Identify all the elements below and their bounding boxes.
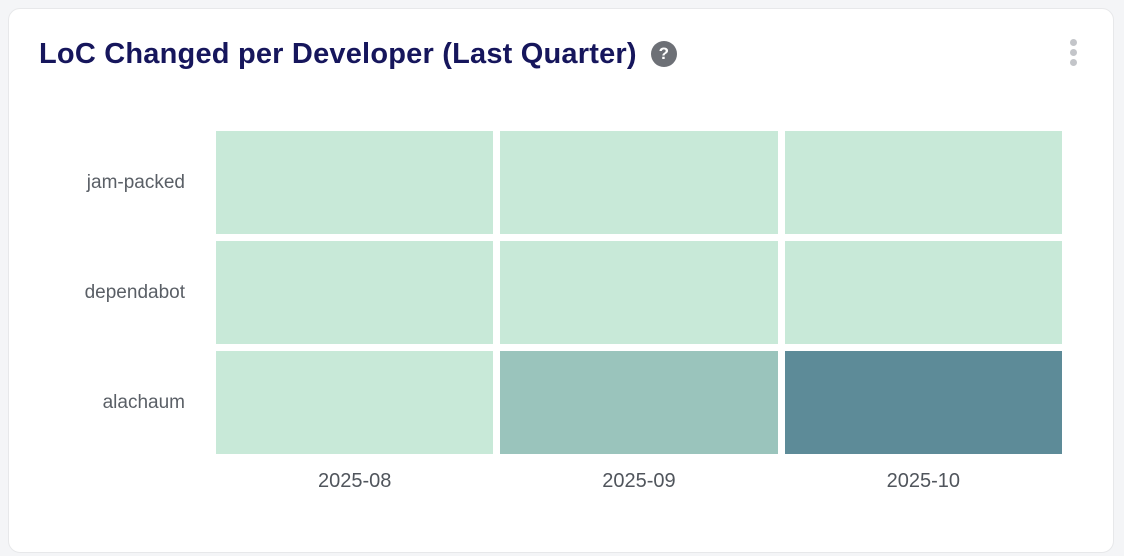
card-header: LoC Changed per Developer (Last Quarter)… bbox=[39, 35, 1083, 73]
heatmap-cell-dependabot-2025-10[interactable] bbox=[784, 241, 1062, 344]
heatmap-cell-jam-packed-2025-08[interactable] bbox=[216, 131, 494, 234]
heatmap-cell-alachaum-2025-08[interactable] bbox=[216, 351, 494, 454]
kebab-menu-icon[interactable] bbox=[1066, 35, 1081, 70]
axis-spacer bbox=[39, 466, 216, 496]
kebab-dot bbox=[1070, 39, 1077, 46]
heatmap-row: dependabot bbox=[39, 241, 1062, 344]
row-cells bbox=[216, 351, 1062, 454]
heatmap-grid: jam-packed dependabot alachaum bbox=[39, 131, 1062, 454]
heatmap-cell-dependabot-2025-08[interactable] bbox=[216, 241, 494, 344]
heatmap-cell-alachaum-2025-09[interactable] bbox=[500, 351, 778, 454]
heatmap-cell-jam-packed-2025-09[interactable] bbox=[500, 131, 778, 234]
row-label-dependabot: dependabot bbox=[84, 281, 185, 303]
kebab-dot bbox=[1070, 59, 1077, 66]
heatmap-x-axis: 2025-08 2025-09 2025-10 bbox=[39, 466, 1062, 496]
row-label-jam-packed: jam-packed bbox=[86, 171, 185, 193]
chart-title: LoC Changed per Developer (Last Quarter) bbox=[39, 38, 637, 70]
heatmap-row: alachaum bbox=[39, 351, 1062, 454]
x-axis-label-2025-09: 2025-09 bbox=[602, 469, 676, 492]
x-axis-label-2025-10: 2025-10 bbox=[886, 469, 961, 492]
x-axis-labels: 2025-08 2025-09 2025-10 bbox=[216, 466, 1062, 496]
chart-card: LoC Changed per Developer (Last Quarter)… bbox=[8, 8, 1114, 553]
row-label-alachaum: alachaum bbox=[102, 391, 185, 413]
heatmap-cell-jam-packed-2025-10[interactable] bbox=[784, 131, 1062, 234]
heatmap-cell-alachaum-2025-10[interactable] bbox=[784, 351, 1062, 454]
heatmap-cell-dependabot-2025-09[interactable] bbox=[500, 241, 778, 344]
heatmap-chart: jam-packed dependabot alachaum 2025-08 2025… bbox=[39, 131, 1083, 496]
x-axis-label-2025-08: 2025-08 bbox=[317, 469, 392, 492]
heatmap-row: jam-packed bbox=[39, 131, 1062, 234]
row-cells bbox=[216, 241, 1062, 344]
kebab-dot bbox=[1070, 49, 1077, 56]
help-icon[interactable]: ? bbox=[650, 41, 677, 67]
row-cells bbox=[216, 131, 1062, 234]
